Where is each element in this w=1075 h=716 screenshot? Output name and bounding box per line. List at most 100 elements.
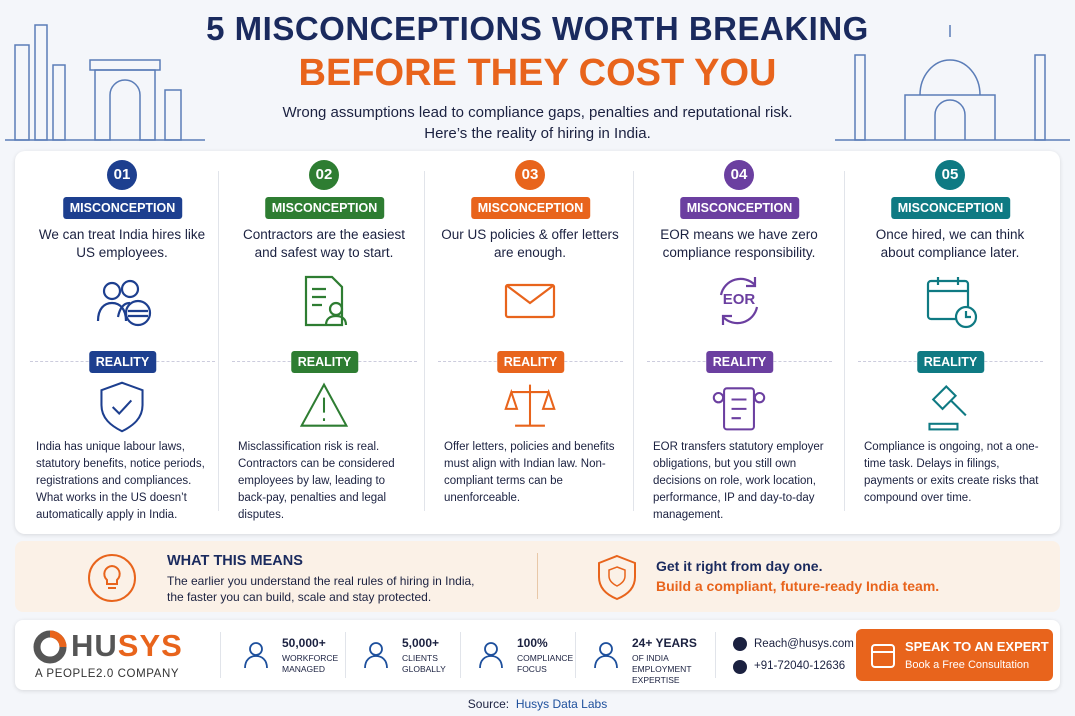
icon <box>719 277 759 325</box>
shield-icon <box>598 554 636 601</box>
reality-icon <box>500 379 560 435</box>
skyline-left <box>5 24 205 141</box>
stat-icon <box>590 638 622 670</box>
separator <box>424 171 425 511</box>
stat-label: WORKFORCE MANAGED <box>282 653 339 674</box>
separator <box>844 171 845 511</box>
cta-button[interactable]: SPEAK TO AN EXPERT Book a Free Consultat… <box>856 629 1053 681</box>
divider <box>715 632 716 678</box>
icon <box>712 387 766 431</box>
reality-text: Offer letters, policies and benefits mus… <box>444 441 615 504</box>
reality-icon <box>709 379 769 435</box>
separator <box>218 171 219 511</box>
misconception-icon <box>294 271 354 331</box>
card-number: 01 <box>107 160 137 190</box>
misconception-tag: MISCONCEPTION <box>470 197 591 219</box>
reality-text: EOR transfers statutory employer obligat… <box>653 441 824 521</box>
misconception-text: Once hired, we can think about complianc… <box>875 227 1025 260</box>
stat-icon <box>360 638 392 670</box>
icon <box>504 384 556 427</box>
stat: 5,000+ CLIENTS GLOBALLY <box>402 636 482 675</box>
reality-tag: REALITY <box>290 351 359 373</box>
title-highlight: BEFORE THEY COST YOU <box>298 52 777 94</box>
stat-label: COMPLIANCE FOCUS <box>517 653 574 674</box>
misconception-tag: MISCONCEPTION <box>890 197 1011 219</box>
brand: HUSYS <box>71 628 183 663</box>
misconception-tag: MISCONCEPTION <box>62 197 183 219</box>
divider <box>575 632 576 678</box>
misconception-text: EOR means we have zero compliance respon… <box>660 227 818 260</box>
brand-tagline: A PEOPLE2.0 COMPANY <box>35 668 180 680</box>
stat-value: 5,000+ <box>402 636 440 650</box>
reality-text: Misclassification risk is real. Contract… <box>238 441 395 521</box>
misconception-text: Our US policies & offer letters are enou… <box>441 227 619 260</box>
skyline-right <box>835 25 1070 141</box>
cta-button-title: SPEAK TO AN EXPERT <box>905 639 1049 654</box>
reality-tag: REALITY <box>496 351 565 373</box>
card: 01 MISCONCEPTION We can treat India hires … <box>20 151 225 534</box>
divider <box>345 632 346 678</box>
summary-box: WHAT THIS MEANS The earlier you understa… <box>15 541 1060 612</box>
stat-icon <box>475 638 507 670</box>
stat-value: 100% <box>517 636 548 650</box>
reality-tag: REALITY <box>916 351 985 373</box>
separator <box>633 171 634 511</box>
icon <box>504 283 556 319</box>
cta-line: Build a compliant, future-ready India te… <box>656 578 940 594</box>
stat-label: OF INDIA EMPLOYMENT EXPERTISE <box>632 653 692 685</box>
card-number: 03 <box>515 160 545 190</box>
summary-text: The earlier you understand the real rule… <box>167 574 475 604</box>
source: Source: Husys Data Labs <box>0 697 1075 711</box>
icon <box>304 275 348 327</box>
icon <box>364 642 388 669</box>
icon <box>244 642 268 669</box>
divider <box>220 632 221 678</box>
phone: +91-72040-12636 <box>754 660 846 672</box>
icon <box>928 385 967 431</box>
misconception-icon <box>500 271 560 331</box>
icon <box>926 277 978 329</box>
card: 02 MISCONCEPTION Contractors are the easie… <box>222 151 427 534</box>
icon <box>100 381 144 433</box>
calendar-icon <box>871 644 895 668</box>
stat: 100% COMPLIANCE FOCUS <box>517 636 597 675</box>
misconception-text: We can treat India hires like US employe… <box>38 227 206 260</box>
stat-label: CLIENTS GLOBALLY <box>402 653 446 674</box>
cta-button-subtitle: Book a Free Consultation <box>905 659 1030 671</box>
reality-text: Compliance is ongoing, not a one-time ta… <box>864 441 1039 504</box>
card: 03 MISCONCEPTION Our US policies & offer l… <box>428 151 633 534</box>
reality-icon <box>294 379 354 435</box>
reality-icon <box>920 379 980 435</box>
card: 05 MISCONCEPTION Once hired, we can think … <box>848 151 1053 534</box>
reality-tag: REALITY <box>88 351 157 373</box>
card: 04 MISCONCEPTION EOR means we have zero co… <box>637 151 842 534</box>
icon <box>594 642 618 669</box>
stat: 50,000+ WORKFORCE MANAGED <box>282 636 362 675</box>
cta-line: Get it right from day one. <box>656 558 823 574</box>
title: 5 MISCONCEPTIONS WORTH BREAKING <box>206 10 869 47</box>
card-number: 04 <box>724 160 754 190</box>
misconception-icon: EOR <box>709 271 769 331</box>
stat-value: 50,000+ <box>282 636 326 650</box>
card-number: 02 <box>309 160 339 190</box>
reality-icon <box>92 379 152 435</box>
icon <box>299 382 349 427</box>
reality-tag: REALITY <box>705 351 774 373</box>
stat-value: 24+ YEARS <box>632 636 697 650</box>
bulb-icon <box>88 554 136 602</box>
contact-icons <box>733 637 747 674</box>
misconception-text: Contractors are the easiest and safest w… <box>242 227 406 260</box>
icon <box>96 279 152 327</box>
icon <box>479 642 503 669</box>
source-label: Source: <box>467 697 510 711</box>
reality-text: India has unique labour laws, statutory … <box>36 441 205 521</box>
cards-panel: 01 MISCONCEPTION We can treat India hires … <box>15 151 1060 534</box>
misconception-tag: MISCONCEPTION <box>679 197 800 219</box>
stat: 24+ YEARS OF INDIA EMPLOYMENT EXPERTISE <box>632 636 712 686</box>
summary-heading: WHAT THIS MEANS <box>167 553 303 569</box>
footer: HUSYS A PEOPLE2.0 COMPANY Reach@husys.co… <box>15 620 1060 690</box>
stat-icon <box>240 638 272 670</box>
card-number: 05 <box>935 160 965 190</box>
subtitle: Wrong assumptions lead to compliance gap… <box>282 104 793 121</box>
